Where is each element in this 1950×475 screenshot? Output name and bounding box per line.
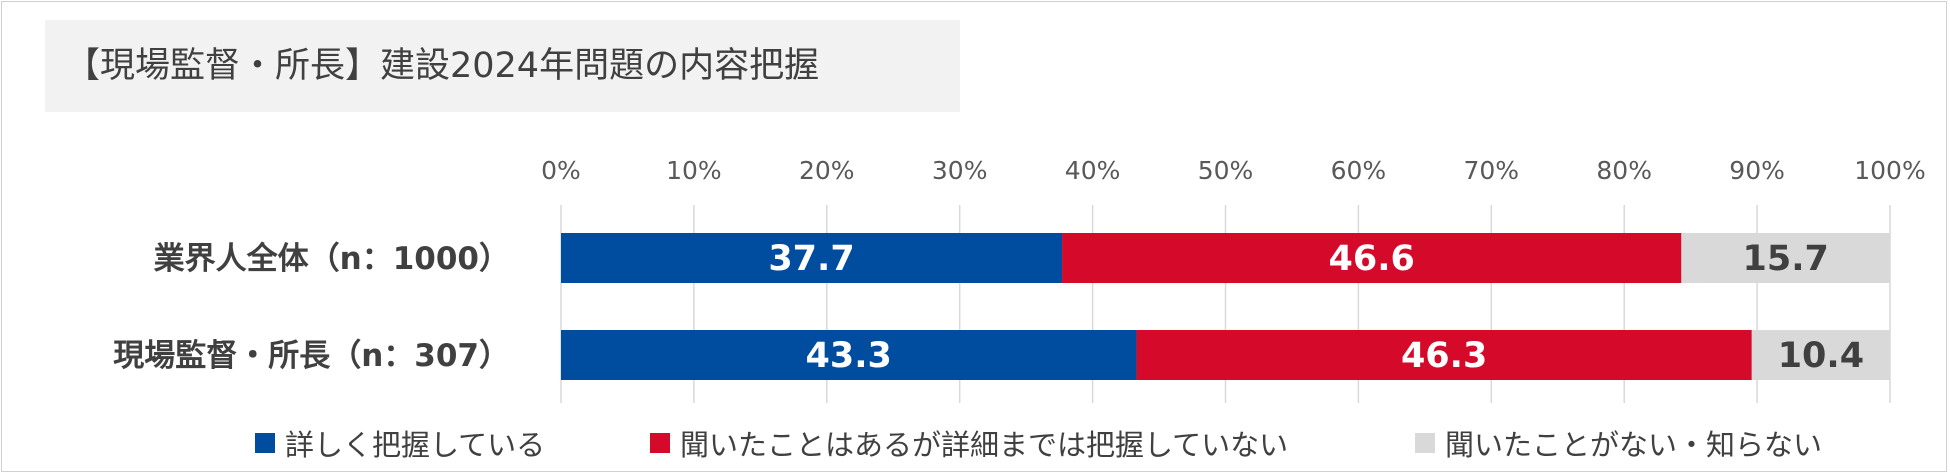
x-tick-label: 100% bbox=[1854, 156, 1925, 185]
data-label: 10.4 bbox=[1778, 336, 1864, 376]
chart-title-box: 【現場監督・所長】建設2024年問題の内容把握 bbox=[45, 20, 960, 112]
bar-segment bbox=[561, 233, 1063, 283]
x-tick-label: 50% bbox=[1198, 156, 1254, 185]
legend-item: 聞いたことがない・知らない bbox=[1415, 418, 1822, 468]
category-label: 現場監督・所長（n：307） bbox=[113, 338, 510, 374]
category-label: 業界人全体（n：1000） bbox=[154, 241, 510, 277]
legend-item: 詳しく把握している bbox=[255, 418, 545, 468]
bar-segment bbox=[1136, 330, 1752, 380]
data-label: 43.3 bbox=[806, 336, 892, 376]
data-label: 46.6 bbox=[1329, 239, 1415, 279]
x-tick-label: 0% bbox=[541, 156, 581, 185]
legend-swatch bbox=[650, 433, 670, 453]
legend-swatch bbox=[1415, 433, 1435, 453]
chart-legend: 詳しく把握している 聞いたことはあるが詳細までは把握していない 聞いたことがない・知… bbox=[0, 418, 1950, 468]
x-tick-label: 30% bbox=[932, 156, 988, 185]
x-tick-label: 90% bbox=[1729, 156, 1785, 185]
legend-label: 詳しく把握している bbox=[285, 428, 546, 462]
x-tick-label: 70% bbox=[1464, 156, 1520, 185]
data-label: 37.7 bbox=[768, 239, 854, 279]
x-tick-label: 20% bbox=[799, 156, 855, 185]
data-label: 15.7 bbox=[1742, 239, 1828, 279]
bar-segment bbox=[1751, 330, 1890, 380]
data-label: 46.3 bbox=[1401, 336, 1487, 376]
bar-segment bbox=[1681, 233, 1890, 283]
bar-segment bbox=[1062, 233, 1682, 283]
legend-swatch bbox=[255, 433, 275, 453]
bar-segment bbox=[561, 330, 1137, 380]
x-tick-label: 60% bbox=[1331, 156, 1387, 185]
x-tick-label: 10% bbox=[666, 156, 722, 185]
x-tick-label: 80% bbox=[1596, 156, 1652, 185]
chart-title: 【現場監督・所長】建設2024年問題の内容把握 bbox=[65, 46, 820, 86]
x-tick-label: 40% bbox=[1065, 156, 1121, 185]
legend-label: 聞いたことはあるが詳細までは把握していない bbox=[680, 428, 1289, 462]
legend-label: 聞いたことがない・知らない bbox=[1445, 428, 1823, 462]
legend-item: 聞いたことはあるが詳細までは把握していない bbox=[650, 418, 1288, 468]
